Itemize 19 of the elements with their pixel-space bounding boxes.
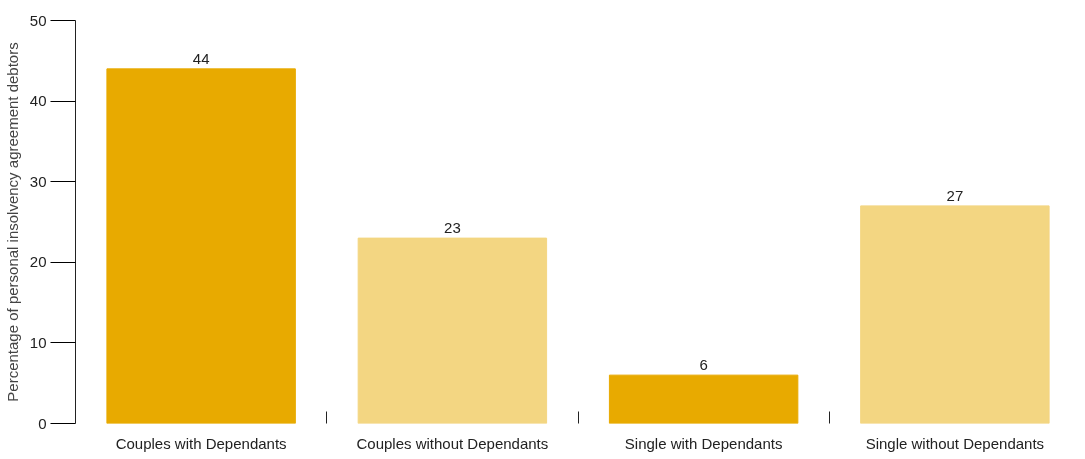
y-tick-label: 10 — [29, 333, 47, 351]
y-axis-title: Percentage of personal insolvency agreement debtors — [3, 42, 21, 402]
y-tick-label: 40 — [29, 92, 47, 110]
x-tick-label: Single with Dependants — [624, 434, 783, 452]
data-label: 44 — [192, 49, 210, 67]
bar — [357, 237, 548, 424]
y-tick-label: 0 — [38, 414, 47, 432]
y-tick-label: 20 — [29, 253, 47, 271]
x-tick-label: Single without Dependants — [865, 434, 1045, 452]
y-tick-label: 30 — [29, 172, 47, 190]
data-label: 27 — [946, 186, 964, 204]
bar — [106, 68, 296, 424]
bar — [608, 374, 799, 424]
bar — [860, 205, 1050, 424]
data-label: 23 — [444, 219, 461, 237]
x-tick-label: Couples without Dependants — [356, 434, 549, 452]
data-label: 6 — [699, 356, 708, 374]
y-tick-label: 50 — [29, 11, 47, 29]
x-tick-label: Couples with Dependants — [115, 434, 287, 452]
